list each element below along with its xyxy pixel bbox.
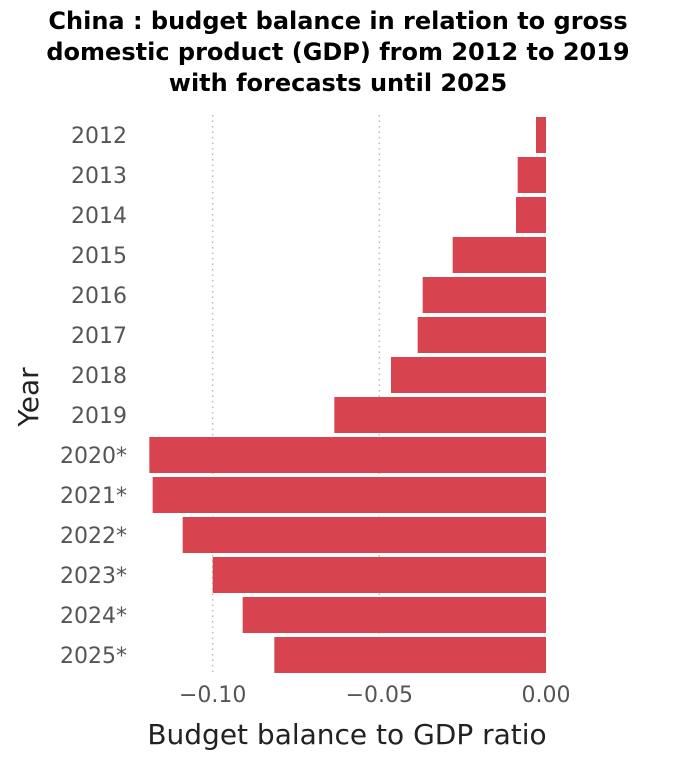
bar-2015: [452, 237, 546, 273]
y-tick-label: 2023*: [60, 564, 127, 589]
bar-2023-forecast: [212, 557, 546, 593]
x-tick-label: 0.00: [522, 683, 571, 708]
y-tick-label: 2012: [71, 124, 127, 149]
y-axis-label: Year: [12, 367, 45, 428]
bar-layer: [149, 117, 547, 673]
x-tick-label: −0.05: [346, 683, 413, 708]
y-tick-label: 2021*: [60, 484, 127, 509]
bar-2022-forecast: [182, 517, 546, 553]
y-tick-label: 2018: [71, 364, 127, 389]
bar-2012: [536, 117, 546, 153]
y-tick-label: 2022*: [60, 524, 127, 549]
y-tick-label: 2019: [71, 404, 127, 429]
x-axis-label: Budget balance to GDP ratio: [147, 718, 546, 751]
chart-title-line-3: with forecasts until 2025: [168, 69, 508, 97]
bar-2019: [334, 397, 546, 433]
y-tick-label: 2014: [71, 204, 127, 229]
y-tick-label: 2015: [71, 244, 127, 269]
y-tick-label: 2017: [71, 324, 127, 349]
bar-2025-forecast: [274, 637, 546, 673]
y-tick-label: 2024*: [60, 604, 127, 629]
bar-2014: [516, 197, 546, 233]
x-tick-label: −0.10: [179, 683, 246, 708]
bar-2024-forecast: [242, 597, 546, 633]
bar-2020-forecast: [149, 437, 547, 473]
y-tick-label: 2016: [71, 284, 127, 309]
bar-2018: [391, 357, 546, 393]
y-tick-labels: 2012 2013 2014 2015 2016 2017 2018 2019 2020* 202…: [60, 124, 127, 669]
bar-2017: [417, 317, 546, 353]
chart-title-line-2: domestic product (GDP) from 2012 to 2019: [46, 38, 630, 66]
bar-2021-forecast: [152, 477, 546, 513]
bar-2013: [517, 157, 546, 193]
x-tick-labels: −0.10 −0.05 0.00: [179, 683, 571, 708]
y-tick-label: 2013: [71, 164, 127, 189]
chart-title-line-1: China : budget balance in relation to gr…: [48, 7, 628, 35]
bar-2016: [422, 277, 546, 313]
y-tick-label: 2025*: [60, 644, 127, 669]
y-tick-label: 2020*: [60, 444, 127, 469]
